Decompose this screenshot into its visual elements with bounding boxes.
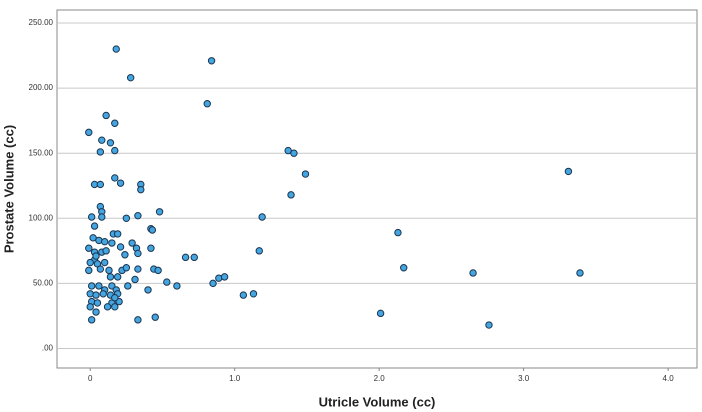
point <box>144 286 152 294</box>
y-tick-label: 50.00 <box>33 278 54 287</box>
x-tick-label: 3.0 <box>518 374 530 383</box>
point <box>131 275 139 284</box>
point <box>163 278 171 286</box>
point <box>394 228 402 237</box>
point <box>113 273 122 281</box>
point <box>95 282 103 290</box>
y-tick-label: 100.00 <box>29 213 54 222</box>
point <box>220 273 229 281</box>
point <box>102 247 110 255</box>
point <box>122 264 131 272</box>
point <box>469 269 477 277</box>
point <box>209 279 217 288</box>
point <box>301 170 310 178</box>
point <box>93 299 102 307</box>
point <box>181 253 190 262</box>
point <box>116 179 125 187</box>
point <box>134 316 142 324</box>
x-tick-label: 1.0 <box>229 374 241 383</box>
point <box>376 309 385 318</box>
point <box>106 273 115 281</box>
point <box>87 282 96 290</box>
point <box>100 238 109 246</box>
point <box>96 148 105 156</box>
point <box>287 191 295 199</box>
point <box>203 100 211 108</box>
y-tick-label: 250.00 <box>29 18 54 27</box>
point <box>134 265 142 273</box>
point <box>92 252 100 260</box>
point <box>103 303 112 311</box>
point <box>87 213 96 221</box>
point <box>90 222 99 230</box>
point <box>255 247 263 255</box>
point <box>124 282 132 290</box>
point <box>85 244 93 252</box>
point <box>564 167 573 176</box>
point <box>122 214 131 222</box>
point <box>111 303 119 311</box>
point <box>134 211 142 220</box>
x-tick-label: 0 <box>88 374 93 383</box>
point <box>108 239 116 247</box>
point <box>86 303 94 311</box>
y-tick-label: 150.00 <box>29 148 54 157</box>
point <box>99 290 107 298</box>
y-tick-label: 200.00 <box>29 83 54 92</box>
point <box>147 244 155 252</box>
x-axis-title: Utricle Volume (cc) <box>319 394 436 409</box>
x-tick-label: 2.0 <box>374 374 386 383</box>
point <box>576 269 584 277</box>
point <box>290 149 298 157</box>
point <box>239 291 248 299</box>
point <box>85 266 93 275</box>
point <box>111 146 119 155</box>
point <box>134 249 142 258</box>
point <box>190 253 198 262</box>
point <box>128 239 136 247</box>
point <box>98 136 106 144</box>
y-tick-label: .00 <box>42 344 54 353</box>
point <box>96 180 105 189</box>
point <box>102 111 110 120</box>
point <box>92 308 100 316</box>
point <box>121 251 129 259</box>
point <box>155 208 164 216</box>
point <box>111 294 119 302</box>
point <box>87 316 96 324</box>
point <box>111 174 119 182</box>
point <box>126 73 135 82</box>
point <box>111 119 119 127</box>
point <box>154 266 162 275</box>
x-tick-label: 4.0 <box>663 374 675 383</box>
plot-frame <box>56 9 698 369</box>
point <box>86 258 94 267</box>
point <box>98 213 106 221</box>
point <box>113 230 122 238</box>
point <box>137 185 145 194</box>
point <box>116 243 125 251</box>
point <box>173 282 181 290</box>
point <box>249 290 258 298</box>
point <box>100 258 109 267</box>
point <box>207 57 216 65</box>
point <box>92 291 100 299</box>
point <box>485 321 493 329</box>
y-axis-title: Prostate Volume (cc) <box>1 125 16 253</box>
point <box>400 264 408 272</box>
point <box>106 139 115 147</box>
point <box>85 128 93 137</box>
point <box>151 313 159 321</box>
point <box>105 266 113 275</box>
point <box>112 45 120 53</box>
point <box>96 265 105 273</box>
point <box>258 213 266 221</box>
point <box>148 226 157 234</box>
